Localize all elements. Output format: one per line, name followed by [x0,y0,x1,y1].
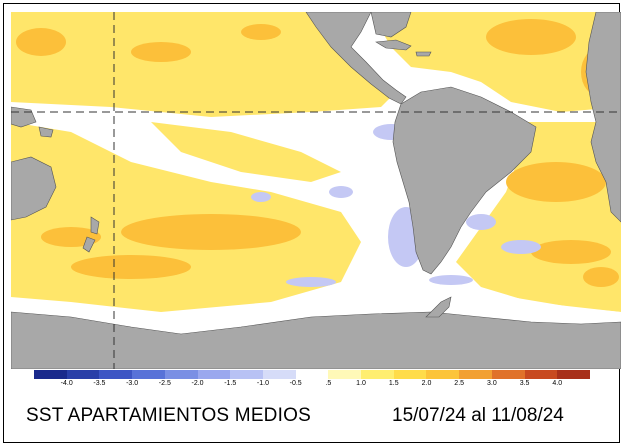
color-swatch [132,370,165,379]
color-swatch [164,370,198,379]
australia-land [11,156,57,221]
antarctic-peninsula [425,296,452,318]
caribbean-islands [375,39,432,57]
indonesia-islands [11,106,54,138]
new-zealand-land [82,216,100,253]
color-scale-tick-label: -2.0 [191,380,204,387]
gridlines [11,12,621,369]
date-range: 15/07/24 al 11/08/24 [392,405,564,426]
land-masses [11,12,621,369]
color-swatch [557,370,590,379]
usa-east-land [370,12,412,38]
color-scale-tick-label: 2.5 [454,380,465,387]
color-scale-tick-label: -1.5 [224,380,237,387]
color-scale-tick-label: 4.0 [552,380,563,387]
africa-land [585,12,621,223]
color-scale-tick-label: -1.0 [256,380,269,387]
color-swatch [197,370,231,379]
color-scale-tick-label: 1.0 [356,380,366,387]
map-title: SST APARTAMIENTOS MEDIOS [26,405,311,426]
color-swatch [361,370,394,379]
color-scale-tick-label: -3.0 [126,380,139,387]
color-swatch [66,370,100,379]
color-scale-tick-label: 2.0 [421,380,432,387]
color-swatch [393,370,427,379]
color-scale-tick-label: 3.0 [487,380,497,387]
color-scale-tick-label: -4.0 [60,380,73,387]
color-swatch [230,370,263,379]
color-scale-tick-label: .5 [325,380,332,387]
color-swatch [426,370,460,379]
color-swatch [99,370,133,379]
color-swatch [491,370,525,379]
color-scale-ticks: -4.0 -3.5 -3.0 -2.5 -2.0 -1.5 -1.0 -0.5 .5 1.0 1.5… [34,380,590,392]
north-america-land [305,12,407,105]
color-swatch [328,370,362,379]
color-scale-tick-label: -2.5 [158,380,171,387]
color-swatch [459,370,492,379]
figure-frame: -4.0 -3.5 -3.0 -2.5 -2.0 -1.5 -1.0 -0.5 .5 1.0 1.5… [3,3,621,443]
color-swatch [295,370,329,379]
color-scale-tick-label: -3.5 [93,380,106,387]
sst-anomaly-map [11,12,621,369]
color-swatch [34,370,67,379]
color-scale-bar [34,370,590,379]
color-swatch [262,370,296,379]
south-america-land [392,86,537,275]
color-scale-tick-label: -0.5 [289,380,302,387]
color-scale-tick-label: 1.5 [388,380,399,387]
color-swatch [524,370,558,379]
color-scale-tick-label: 3.5 [519,380,530,387]
